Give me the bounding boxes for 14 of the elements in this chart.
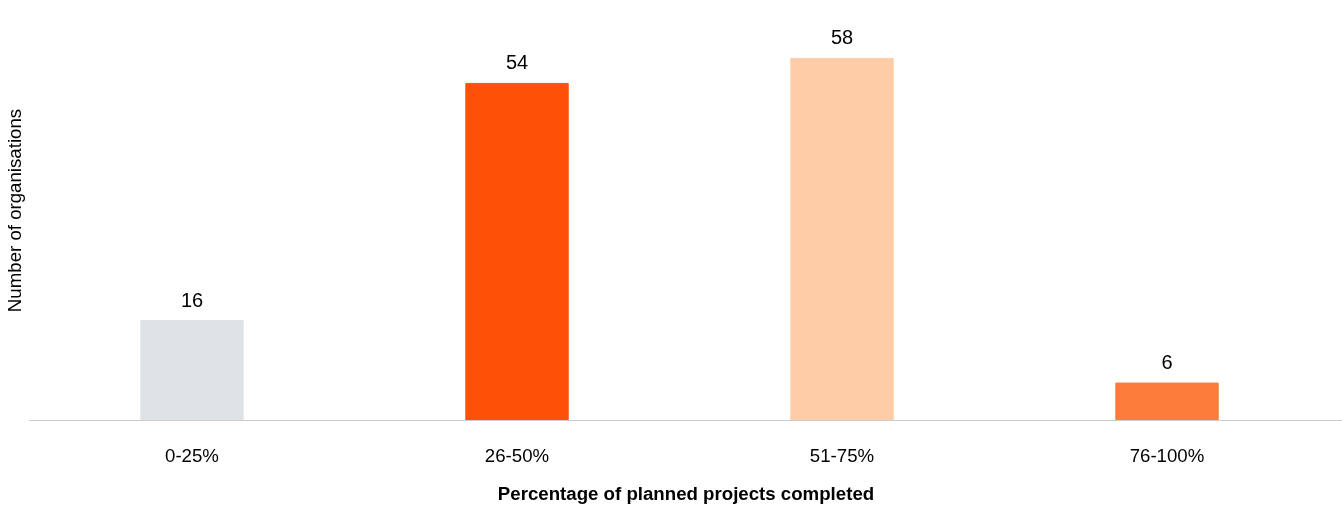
bar bbox=[465, 82, 569, 421]
x-tick-label: 0-25% bbox=[165, 444, 219, 466]
x-axis-title: Percentage of planned projects completed bbox=[497, 482, 875, 504]
data-label: 58 bbox=[830, 26, 854, 49]
bar bbox=[140, 320, 244, 421]
bar bbox=[790, 57, 894, 421]
data-label: 6 bbox=[1161, 351, 1173, 374]
data-label: 16 bbox=[180, 288, 204, 311]
x-tick-label: 76-100% bbox=[1129, 444, 1205, 466]
data-label: 54 bbox=[505, 51, 529, 74]
x-tick-label: 51-75% bbox=[809, 444, 875, 466]
bar bbox=[1115, 382, 1219, 421]
x-tick-label: 26-50% bbox=[484, 444, 550, 466]
y-axis-title: Number of organisations bbox=[3, 108, 25, 313]
